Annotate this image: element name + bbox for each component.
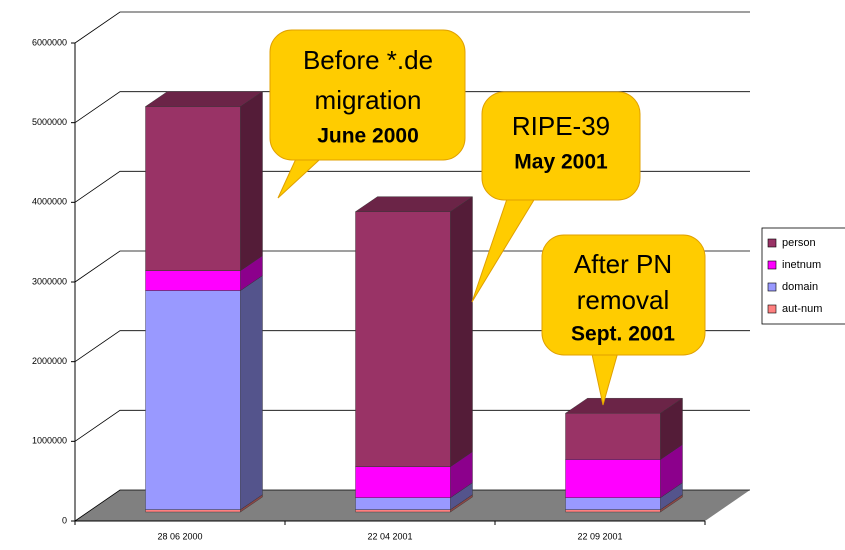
bar-side xyxy=(450,196,473,467)
legend-swatch xyxy=(767,238,777,248)
bar-segment xyxy=(355,497,451,510)
annotation-date: June 2000 xyxy=(317,125,419,148)
grid-line xyxy=(74,250,750,283)
annotation: After PN xyxy=(574,249,672,279)
y-tick-label: 4000000 xyxy=(32,197,67,207)
legend-swatch xyxy=(767,260,777,270)
bar-top xyxy=(354,196,474,212)
annotation-date: Sept. 2001 xyxy=(571,323,675,346)
y-tick-label: 2000000 xyxy=(32,356,67,366)
legend-swatch xyxy=(767,304,777,314)
grid-line xyxy=(74,489,750,522)
legend-label: inetnum xyxy=(782,259,821,271)
bar-segment xyxy=(145,290,241,510)
grid-line xyxy=(74,11,750,44)
x-tick-label: 22 09 2001 xyxy=(577,531,622,541)
legend-label: domain xyxy=(782,281,818,293)
x-tick-label: 22 04 2001 xyxy=(367,531,412,541)
bar-segment xyxy=(355,466,451,498)
y-tick-label: 6000000 xyxy=(32,37,67,47)
grid-line xyxy=(74,409,750,442)
callouts: Before *.de migration June 2000 RIPE-39 … xyxy=(269,29,706,406)
annotation: migration xyxy=(315,85,422,115)
annotation-date: May 2001 xyxy=(514,151,608,174)
annotation: removal xyxy=(577,285,669,315)
callout-fill xyxy=(544,237,703,353)
callout-fill xyxy=(272,32,463,158)
bar-segment xyxy=(355,211,451,467)
legend-label: aut-num xyxy=(782,303,822,315)
bar-segment xyxy=(355,509,451,513)
bar-side xyxy=(240,275,263,510)
bar-segment xyxy=(565,413,661,460)
legend: person inetnum domain aut-num xyxy=(761,227,845,325)
x-tick-label: 28 06 2000 xyxy=(157,531,202,541)
bar-top xyxy=(564,398,684,414)
bar-segment xyxy=(565,497,661,510)
bar-top xyxy=(144,91,264,107)
bar-segment xyxy=(145,270,241,291)
y-tick-label: 3000000 xyxy=(32,276,67,286)
bar-segment xyxy=(565,459,661,498)
grid-line xyxy=(74,330,750,362)
legend-swatch xyxy=(767,282,777,292)
bars xyxy=(144,91,684,513)
bar-segment xyxy=(145,106,241,271)
bar-segment xyxy=(145,509,241,513)
bar-segment xyxy=(565,509,661,513)
y-tick-label: 1000000 xyxy=(32,436,67,446)
annotation: RIPE-39 xyxy=(512,111,610,141)
y-tick-label: 0 xyxy=(62,515,67,525)
bar-side xyxy=(240,91,263,271)
y-tick-label: 5000000 xyxy=(32,117,67,127)
callout-fill xyxy=(484,94,638,198)
callout-tail xyxy=(471,189,541,303)
annotation: Before *.de xyxy=(303,45,433,75)
legend-label: person xyxy=(782,237,816,249)
